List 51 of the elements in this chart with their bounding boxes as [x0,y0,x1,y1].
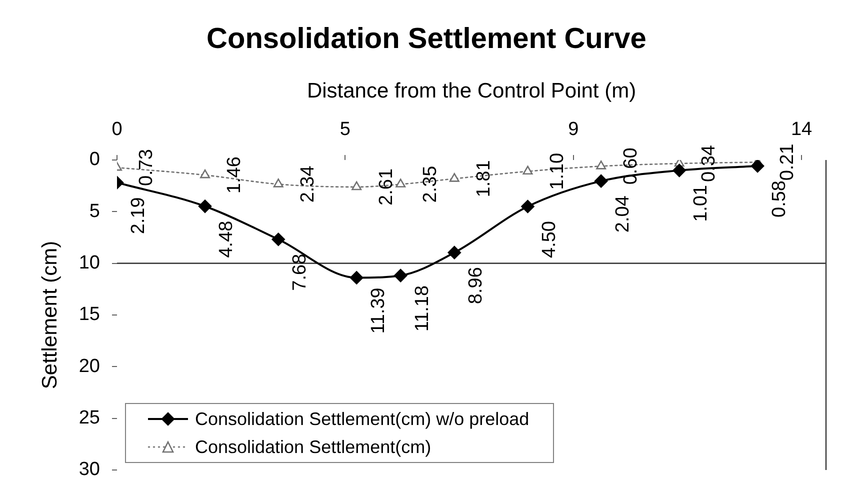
data-label: 2.34 [298,165,319,203]
point [448,246,462,260]
x-axis-title: Distance from the Control Point (m) [306,79,636,102]
y-tick-label: 5 [89,200,100,222]
data-label: 2.61 [376,168,397,206]
x-tick-label: 14 [790,118,813,140]
data-label: 1.01 [690,184,712,222]
y-axis-title: Settlement (cm) [38,240,62,390]
data-label: 11.18 [412,285,433,332]
point [672,164,686,178]
point [350,271,364,284]
y-tick-label: 15 [78,304,100,326]
point [200,169,210,178]
data-label: 0.34 [698,144,720,182]
point [449,173,460,182]
legend-label: Consolidation Settlement(cm) [195,436,432,458]
point [596,160,606,170]
point [750,160,764,173]
data-label: 0.21 [776,144,798,181]
point [273,178,284,188]
point [352,181,362,190]
data-label: 1.46 [224,156,246,194]
x-tick-label: 0 [112,118,122,140]
data-label: 4.48 [216,220,238,258]
point [272,232,286,246]
data-label: 0.73 [136,149,158,186]
point [594,174,608,188]
point [198,200,212,213]
x-tick-label: 9 [568,118,579,140]
data-label: 0.58 [768,180,790,218]
data-label: 4.50 [538,221,560,258]
y-tick-label: 30 [78,459,100,480]
data-label: 2.04 [612,195,634,233]
data-label: 2.35 [420,166,441,203]
data-label: 2.19 [128,197,150,234]
data-label: 7.68 [290,254,311,291]
data-label: 1.81 [474,160,495,198]
point [521,200,534,214]
y-tick-label: 25 [78,408,100,429]
y-tick-label: 0 [89,149,100,170]
point [394,268,408,282]
data-label: 8.96 [466,267,487,304]
y-tick-label: 10 [78,252,100,274]
y-tick-label: 20 [78,356,100,377]
point [396,178,406,188]
legend-label: Consolidation Settlement(cm) w/o preload [195,408,530,430]
chart-title: Consolidation Settlement Curve [206,22,648,56]
data-label: 1.10 [546,152,568,190]
x-tick-label: 5 [340,118,350,140]
point [522,166,533,175]
data-label: 11.39 [368,288,389,334]
